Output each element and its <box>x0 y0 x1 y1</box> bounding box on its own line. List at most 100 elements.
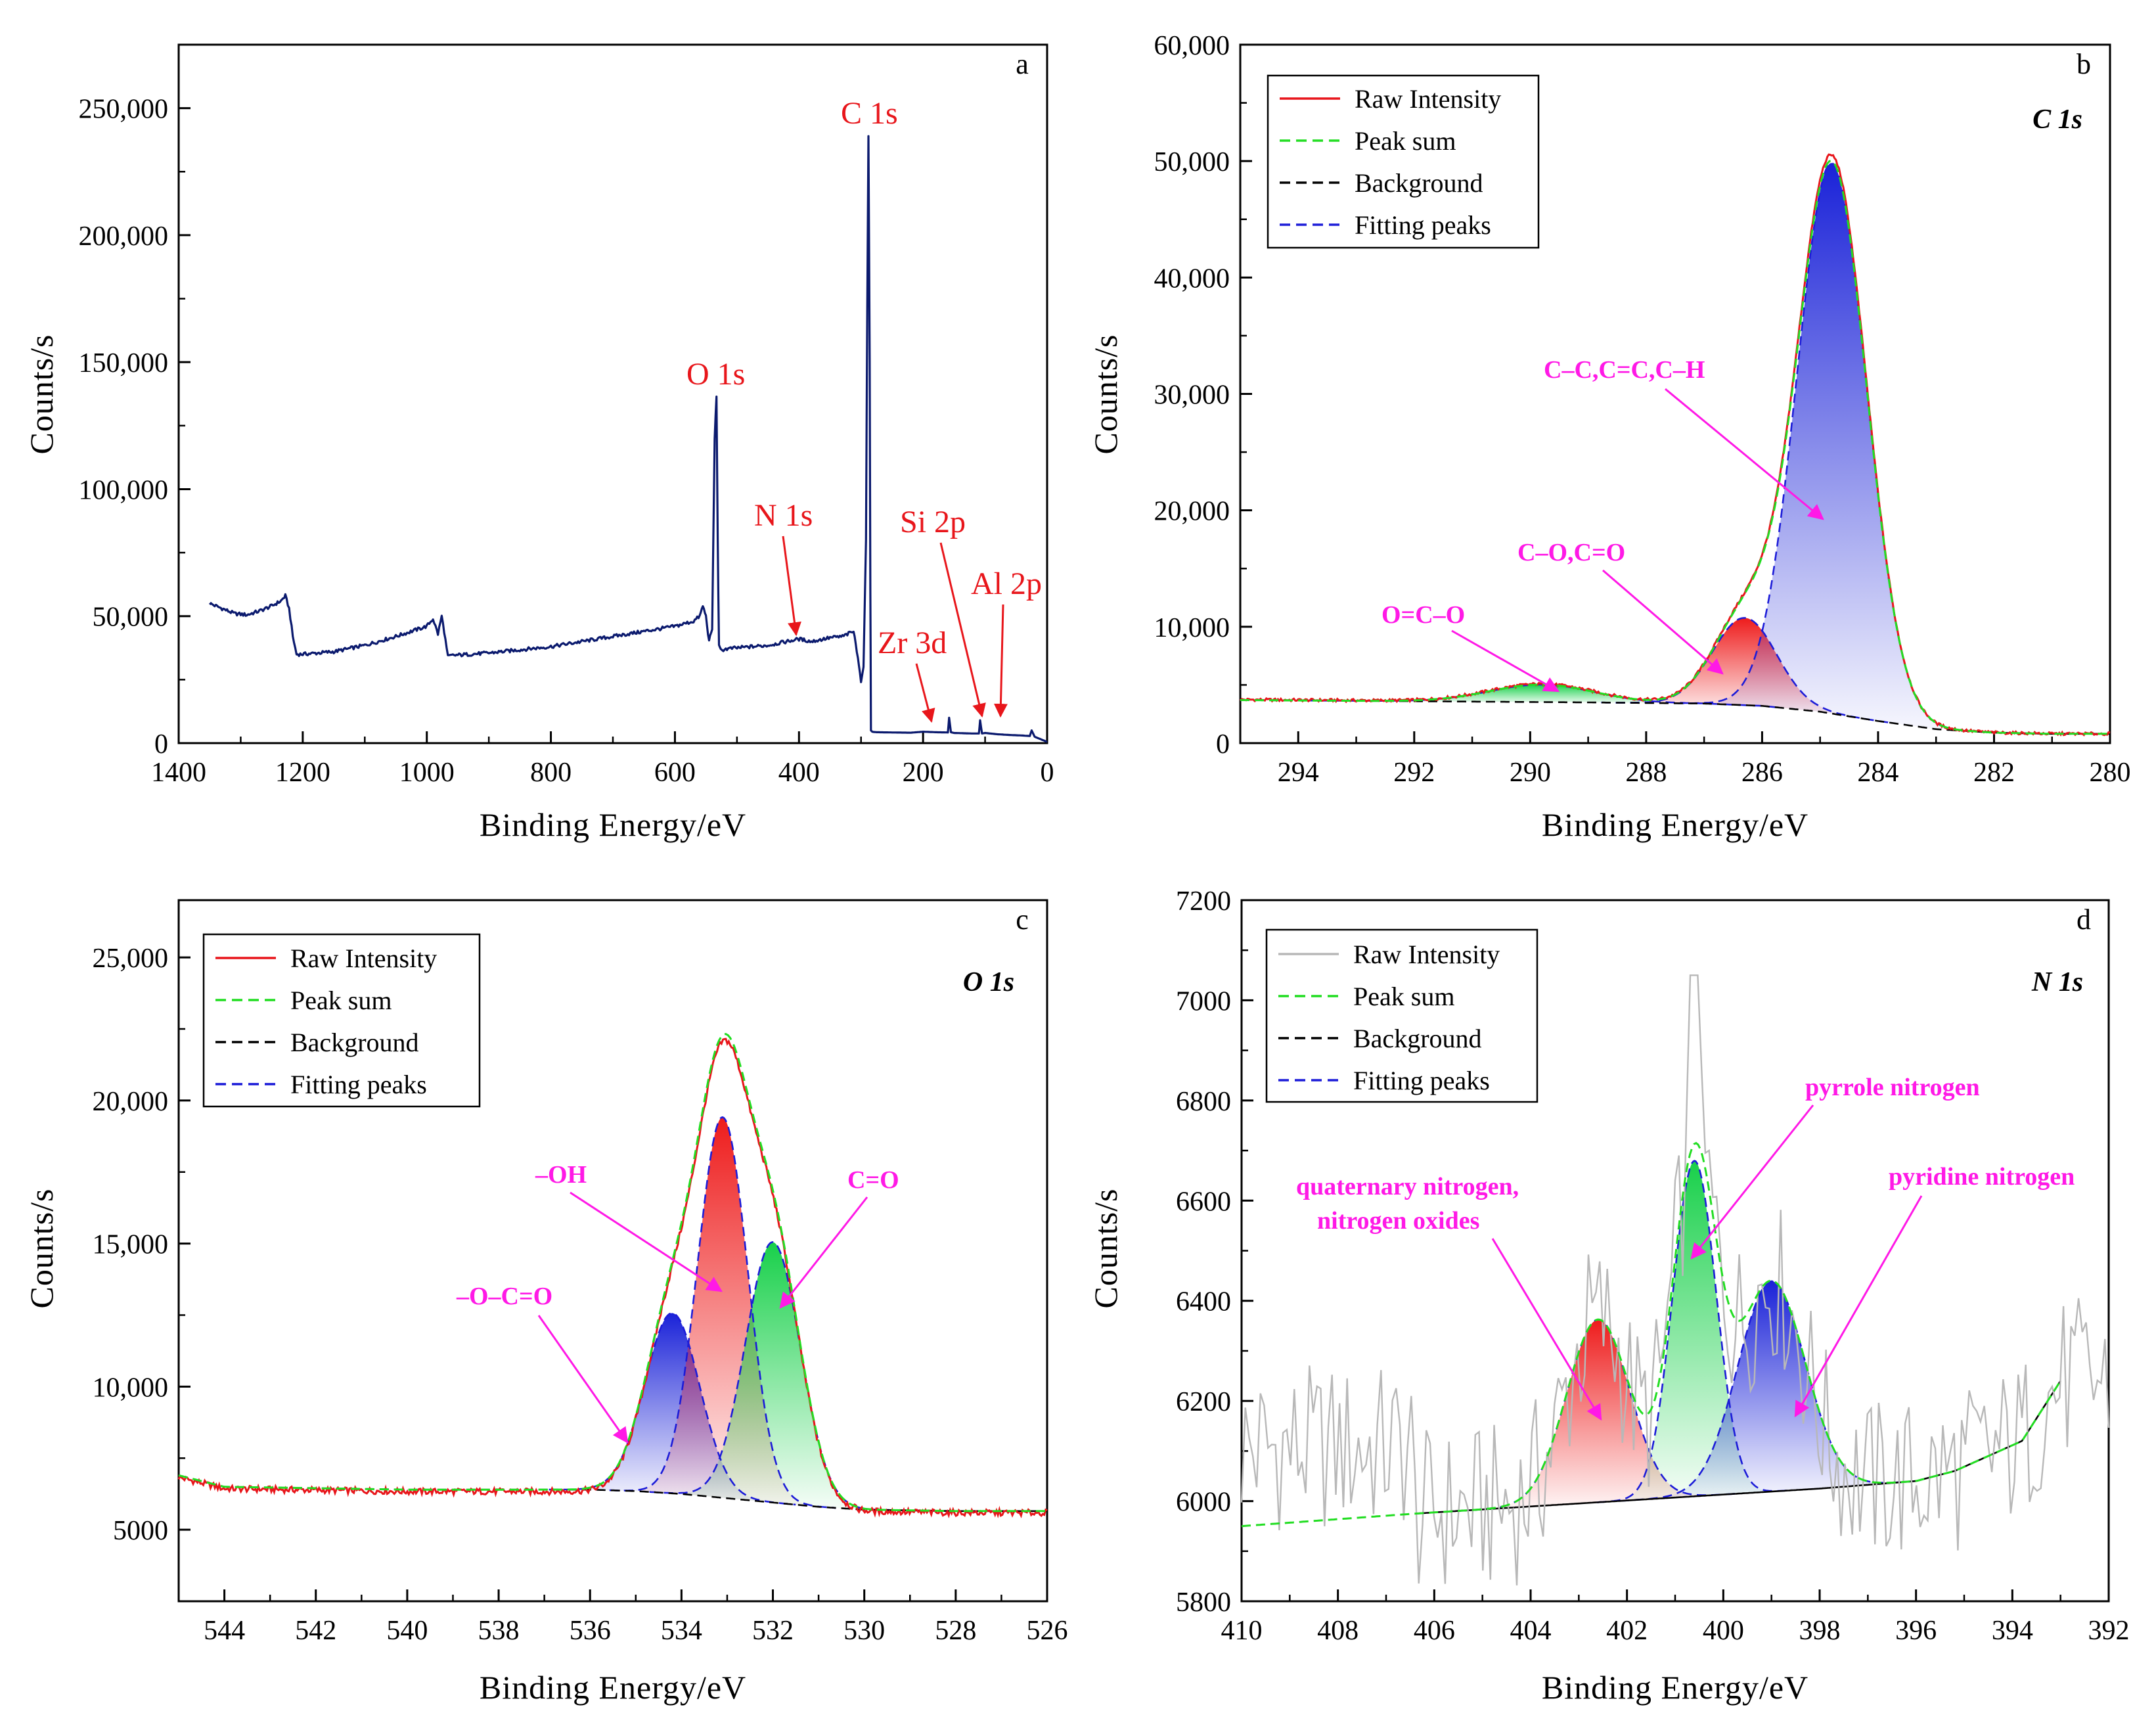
x-tick-label: 542 <box>295 1616 336 1646</box>
panel-d-legend: Raw Intensity Peak sum Background Fittin… <box>1265 928 1538 1103</box>
arrow-d-quaternary <box>1491 1238 1602 1421</box>
y-tick-label: 40,000 <box>1154 263 1230 294</box>
fitting-peak-line <box>549 1312 796 1506</box>
x-tick-label: 400 <box>778 758 820 788</box>
x-tick-label: 286 <box>1741 758 1783 788</box>
annotation-o1s: O 1s <box>686 357 745 392</box>
x-tick-label: 544 <box>204 1616 245 1646</box>
y-tick-label: 20,000 <box>93 1087 169 1117</box>
x-tick-label: 392 <box>2088 1616 2130 1646</box>
arrow-al2p <box>993 604 1008 718</box>
x-tick-label: 526 <box>1027 1616 1068 1646</box>
x-tick-label: 288 <box>1625 758 1667 788</box>
y-tick-label: 6000 <box>1176 1488 1231 1518</box>
x-tick-label: 396 <box>1895 1616 1937 1646</box>
peak-sum-line <box>1240 160 2110 735</box>
x-tick-label: 294 <box>1278 758 1319 788</box>
x-tick-label: 400 <box>1703 1616 1744 1646</box>
y-tick-label: 6800 <box>1176 1087 1231 1117</box>
annotation-c-co: C=O <box>847 1166 899 1194</box>
legend-bg-label: Background <box>1355 168 1483 198</box>
annotation-d-pyridine: pyridine nitrogen <box>1889 1163 2075 1191</box>
x-tick-label: 200 <box>903 758 944 788</box>
arrow-n1s <box>782 536 801 637</box>
panel-a-ylabel: Counts/s <box>23 334 60 454</box>
x-tick-label: 408 <box>1317 1616 1359 1646</box>
x-tick-label: 536 <box>570 1616 611 1646</box>
y-tick-label: 7200 <box>1176 886 1231 917</box>
raw-intensity-line <box>1240 974 2110 1585</box>
legend-box <box>202 933 481 1108</box>
annotation-b-cc: C–C,C=C,C–H <box>1544 356 1705 384</box>
arrow-b-oco <box>1451 629 1560 693</box>
panel-d: 410 408 406 404 402 400 398 396 394 392 5800 6000 62… <box>1087 886 2130 1706</box>
annotation-d-pyrrole: pyrrole nitrogen <box>1805 1074 1980 1101</box>
x-tick-label: 534 <box>661 1616 702 1646</box>
x-tick-label: 398 <box>1799 1616 1841 1646</box>
y-tick-label: 200,000 <box>79 221 169 252</box>
panel-d-xlabel: Binding Energy/eV <box>1542 1669 1808 1706</box>
panel-c: 544 542 540 538 536 534 532 530 528 526 5000 10,000… <box>23 899 1068 1706</box>
panel-d-ylabel: Counts/s <box>1087 1188 1124 1308</box>
arrow-d-pyrrole <box>1690 1105 1814 1260</box>
arrow-b-cc <box>1665 388 1824 520</box>
panel-c-frame <box>177 899 1048 1603</box>
y-tick-label: 250,000 <box>79 95 169 125</box>
fitting-peak-line <box>609 1116 836 1509</box>
panel-b-element-label: C 1s <box>2032 104 2082 135</box>
x-tick-label: 528 <box>935 1616 976 1646</box>
annotation-d-quaternary-1: quaternary nitrogen, <box>1296 1173 1519 1200</box>
annotation-si2p: Si 2p <box>900 505 966 539</box>
y-tick-label: 50,000 <box>1154 147 1230 177</box>
x-tick-label: 290 <box>1510 758 1551 788</box>
annotation-d-quaternary-2: nitrogen oxides <box>1317 1207 1479 1235</box>
arrow-c-oco <box>537 1315 629 1444</box>
fitting-peak-line <box>1601 617 1889 723</box>
background-line <box>1240 699 2110 735</box>
panel-d-plot: 410 408 406 404 402 400 398 396 394 392 5800 6000 62… <box>1176 886 2130 1646</box>
legend-raw-label: Raw Intensity <box>290 944 437 973</box>
y-tick-label: 10,000 <box>1154 613 1230 643</box>
y-tick-label: 5800 <box>1176 1587 1231 1618</box>
legend-box <box>1267 74 1540 249</box>
panel-b-plot: 294 292 290 288 286 284 282 280 0 10,000 20,000 30,… <box>1154 31 2131 788</box>
annotation-zr3d: Zr 3d <box>878 626 947 660</box>
x-tick-label: 282 <box>1973 758 2015 788</box>
panel-c-ylabel: Counts/s <box>23 1188 60 1308</box>
legend-sum-label: Peak sum <box>290 986 392 1015</box>
peak-sum-line <box>1241 1141 2061 1528</box>
arrow-d-pyridine <box>1794 1195 1923 1418</box>
peak-fill <box>1720 163 1943 730</box>
legend-fit-label: Fitting peaks <box>1353 1066 1490 1095</box>
annotation-b-co: C–O,C=O <box>1517 539 1625 566</box>
y-tick-label: 7000 <box>1176 986 1231 1016</box>
panel-c-element-label: O 1s <box>963 967 1014 997</box>
arrow-zr3d <box>915 663 935 723</box>
x-tick-label: 404 <box>1510 1616 1552 1646</box>
x-tick-label: 532 <box>752 1616 794 1646</box>
y-tick-label: 5000 <box>113 1516 168 1546</box>
panel-c-corner-label: c <box>1016 903 1029 936</box>
x-tick-label: 406 <box>1414 1616 1455 1646</box>
x-tick-label: 410 <box>1221 1616 1263 1646</box>
annotation-c1s: C 1s <box>841 96 898 131</box>
legend-raw-label: Raw Intensity <box>1353 940 1500 969</box>
peak-sum-line <box>178 1033 1047 1513</box>
x-tick-label: 402 <box>1606 1616 1648 1646</box>
x-tick-label: 284 <box>1857 758 1898 788</box>
fitting-peak-line <box>1619 1280 1924 1502</box>
peak-fill <box>685 1242 861 1510</box>
y-tick-label: 0 <box>154 729 168 760</box>
x-tick-label: 538 <box>478 1616 520 1646</box>
y-tick-label: 10,000 <box>93 1373 169 1403</box>
fitting-peak-line <box>1596 1160 1792 1503</box>
y-tick-label: 100,000 <box>79 475 169 505</box>
panel-a-plot: 1400 1200 1000 800 600 400 200 0 0 50,000 100,000 1… <box>79 95 1054 788</box>
y-tick-label: 25,000 <box>93 944 169 974</box>
panel-b-legend: Raw Intensity Peak sum Background Fittin… <box>1267 74 1540 249</box>
x-tick-label: 1200 <box>275 758 330 788</box>
x-tick-label: 280 <box>2090 758 2131 788</box>
panel-a-xlabel: Binding Energy/eV <box>480 806 746 843</box>
legend-bg-label: Background <box>1353 1024 1482 1053</box>
